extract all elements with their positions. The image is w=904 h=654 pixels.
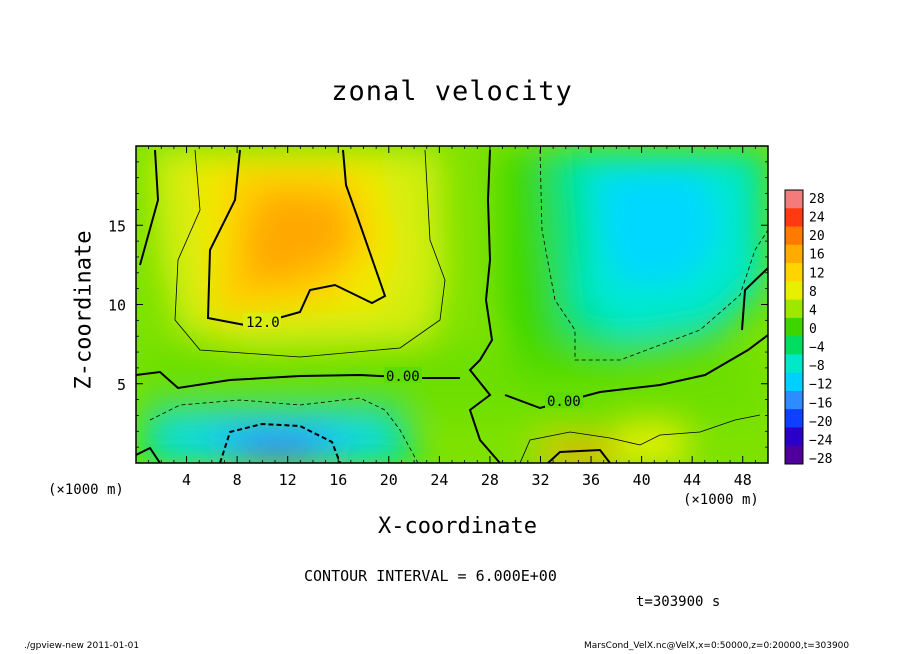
colorbar-frame — [784, 189, 804, 465]
x-tick-label: 24 — [430, 471, 448, 489]
colorbar-segment — [785, 299, 803, 319]
x-unit-right: (×1000 m) — [683, 492, 759, 508]
x-tick-label: 48 — [734, 471, 752, 489]
x-tick-label: 8 — [233, 471, 242, 489]
contour-label: 0.00 — [547, 394, 581, 410]
colorbar-segment — [785, 244, 803, 264]
colorbar-label: 28 — [809, 192, 825, 207]
footer-right: MarsCond_VelX.nc@VelX,x=0:50000,z=0:2000… — [584, 641, 850, 651]
x-tick-label: 4 — [182, 471, 191, 489]
colorbar: 28 24 20 16 12 8 4 0 −4 −8 −12 −16 −20 −24 −28 — [784, 189, 833, 467]
colorbar-label: −16 — [809, 396, 832, 411]
footer-left: ./gpview-new 2011-01-01 — [24, 641, 140, 651]
x-tick-label: 40 — [633, 471, 651, 489]
colorbar-label: 4 — [809, 303, 817, 318]
colorbar-segment — [785, 226, 803, 246]
colorbar-label: 8 — [809, 285, 817, 300]
chart-title: zonal velocity — [331, 76, 573, 107]
colorbar-label: −4 — [809, 341, 825, 356]
colorbar-segment — [785, 409, 803, 428]
x-tick-label: 12 — [279, 471, 297, 489]
y-tick-label: 5 — [117, 376, 126, 394]
x-axis-ticks: 4 8 12 16 20 24 28 32 36 40 44 48 — [148, 146, 756, 489]
colorbar-segment — [785, 336, 803, 355]
colorbar-segment — [785, 263, 803, 282]
colorbar-label: −20 — [809, 415, 832, 430]
colorbar-segment — [785, 427, 803, 447]
colorbar-label: 20 — [809, 229, 825, 244]
time-label: t=303900 s — [636, 594, 721, 610]
colorbar-segment — [785, 354, 803, 374]
colorbar-segment — [785, 445, 803, 465]
y-axis-ticks: 5 10 15 — [108, 161, 768, 448]
y-axis-label: Z-coordinate — [71, 230, 97, 390]
colorbar-label: −24 — [809, 433, 833, 448]
colorbar-segment — [785, 372, 803, 392]
colorbar-segment — [785, 390, 803, 410]
colorbar-label: −12 — [809, 378, 832, 393]
colorbar-segment — [785, 281, 803, 301]
colorbar-label: −8 — [809, 359, 825, 374]
x-tick-label: 32 — [531, 471, 549, 489]
x-tick-label: 36 — [582, 471, 600, 489]
colorbar-segment — [785, 317, 803, 337]
contour-lines — [136, 149, 768, 463]
colorbar-label: −28 — [809, 452, 832, 467]
x-tick-label: 44 — [683, 471, 701, 489]
colorbar-label: 24 — [809, 211, 825, 226]
colorbar-segment — [785, 208, 803, 228]
x-tick-label: 28 — [481, 471, 499, 489]
contour-label-group: 12.0 0.00 0.00 — [243, 313, 583, 410]
colorbar-label: 12 — [809, 266, 825, 281]
colorbar-label: 16 — [809, 248, 825, 263]
contour-label: 0.00 — [386, 369, 420, 385]
contour-interval-note: CONTOUR INTERVAL = 6.000E+00 — [304, 567, 557, 585]
colorbar-segment — [785, 190, 803, 209]
y-tick-label: 10 — [108, 297, 126, 315]
y-tick-label: 15 — [108, 217, 126, 235]
x-tick-label: 16 — [329, 471, 347, 489]
colorbar-label: 0 — [809, 322, 817, 337]
heatmap-field — [136, 146, 768, 463]
contour-label: 12.0 — [246, 315, 280, 331]
x-unit-left: (×1000 m) — [48, 482, 124, 498]
x-axis-label: X-coordinate — [378, 514, 537, 539]
x-tick-label: 20 — [380, 471, 398, 489]
